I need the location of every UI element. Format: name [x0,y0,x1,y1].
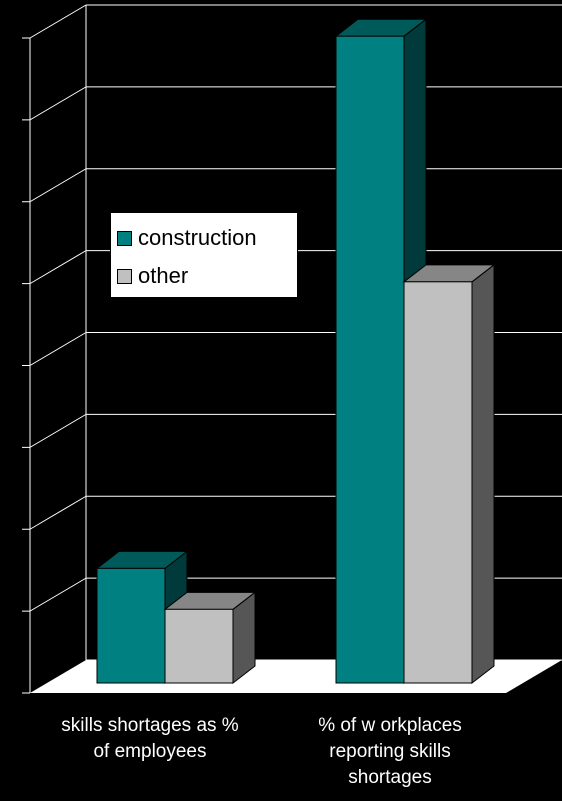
category-label-skills-shortages: skills shortages as % of employees [61,715,239,762]
gridline-left-8 [29,4,87,39]
bar-other-1 [403,281,473,684]
legend-swatch-other [117,268,132,284]
legend-item-other: other [117,257,297,295]
gridline-left-4 [29,332,87,366]
bar-construction-1 [335,35,405,684]
gridline-left-7 [29,86,87,121]
legend-label-other: other [138,263,189,288]
gridline-left-5 [29,250,87,285]
legend-item-construction: construction [117,219,297,257]
bar-side-other-1 [471,263,495,685]
legend: construction other [110,212,298,298]
gridline-left-6 [29,168,87,203]
gridline-left-2 [29,495,87,530]
bar-construction-0 [96,567,166,684]
category-label-workplaces: % of w orkplaces reporting skills shorta… [318,715,462,788]
bar-other-0 [164,608,234,684]
legend-swatch-construction [117,230,132,246]
gridline-left-1 [29,577,87,612]
legend-label-construction: construction [138,225,257,250]
gridline-left-3 [29,413,87,448]
